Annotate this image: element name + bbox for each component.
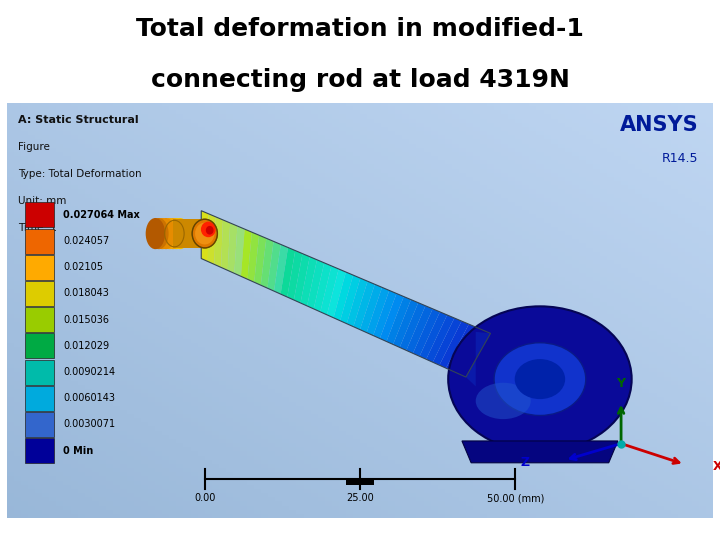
Ellipse shape bbox=[171, 218, 190, 249]
Text: Unit: mm: Unit: mm bbox=[18, 196, 66, 206]
Ellipse shape bbox=[160, 218, 179, 249]
Ellipse shape bbox=[149, 218, 168, 249]
Polygon shape bbox=[340, 275, 360, 323]
Polygon shape bbox=[433, 318, 462, 365]
Text: connecting rod at load 4319N: connecting rod at load 4319N bbox=[150, 68, 570, 92]
Polygon shape bbox=[420, 312, 447, 359]
Ellipse shape bbox=[145, 218, 165, 249]
Polygon shape bbox=[241, 229, 252, 279]
Polygon shape bbox=[426, 315, 454, 362]
Text: A: Static Structural: A: Static Structural bbox=[18, 115, 138, 125]
Ellipse shape bbox=[156, 218, 176, 249]
Ellipse shape bbox=[448, 306, 631, 452]
Polygon shape bbox=[173, 219, 204, 248]
Text: Time: 1: Time: 1 bbox=[18, 223, 57, 233]
Polygon shape bbox=[393, 300, 418, 347]
Polygon shape bbox=[462, 441, 618, 463]
Text: Z: Z bbox=[521, 456, 529, 469]
Text: 0.024057: 0.024057 bbox=[63, 236, 109, 246]
Ellipse shape bbox=[515, 359, 565, 399]
Polygon shape bbox=[208, 214, 216, 265]
Bar bbox=[24, 412, 55, 437]
Text: 0.018043: 0.018043 bbox=[63, 288, 109, 299]
Text: ANSYS: ANSYS bbox=[620, 115, 698, 135]
Bar bbox=[24, 202, 55, 227]
Ellipse shape bbox=[167, 218, 186, 249]
Bar bbox=[24, 228, 55, 254]
Ellipse shape bbox=[153, 218, 172, 249]
Text: 0.0060143: 0.0060143 bbox=[63, 393, 115, 403]
Ellipse shape bbox=[206, 226, 214, 234]
Ellipse shape bbox=[192, 219, 217, 248]
Text: Total deformation in modified-1: Total deformation in modified-1 bbox=[136, 17, 584, 41]
Polygon shape bbox=[354, 281, 375, 329]
Bar bbox=[24, 360, 55, 384]
Polygon shape bbox=[221, 220, 230, 271]
Bar bbox=[346, 480, 374, 485]
Ellipse shape bbox=[476, 383, 531, 419]
Text: 0 Min: 0 Min bbox=[63, 446, 93, 456]
Text: 0.015036: 0.015036 bbox=[63, 315, 109, 325]
Polygon shape bbox=[373, 291, 397, 339]
Text: R14.5: R14.5 bbox=[662, 152, 698, 165]
Ellipse shape bbox=[201, 221, 216, 237]
Text: 0.0030071: 0.0030071 bbox=[63, 420, 115, 429]
Polygon shape bbox=[274, 245, 288, 294]
Text: 0.0090214: 0.0090214 bbox=[63, 367, 115, 377]
Polygon shape bbox=[446, 324, 476, 371]
Text: 0.027064 Max: 0.027064 Max bbox=[63, 210, 140, 220]
Polygon shape bbox=[228, 223, 238, 273]
Polygon shape bbox=[294, 254, 310, 303]
Polygon shape bbox=[406, 306, 433, 353]
Polygon shape bbox=[459, 330, 490, 377]
Polygon shape bbox=[320, 266, 338, 315]
Polygon shape bbox=[439, 321, 469, 368]
Ellipse shape bbox=[163, 218, 183, 249]
Polygon shape bbox=[400, 303, 426, 350]
Text: X: X bbox=[713, 460, 720, 473]
Ellipse shape bbox=[195, 222, 215, 245]
Polygon shape bbox=[314, 263, 331, 312]
Bar bbox=[24, 333, 55, 359]
Polygon shape bbox=[287, 251, 302, 300]
Polygon shape bbox=[380, 294, 404, 341]
Polygon shape bbox=[234, 226, 245, 276]
Polygon shape bbox=[360, 284, 382, 333]
Bar bbox=[24, 438, 55, 463]
Polygon shape bbox=[327, 269, 346, 318]
Text: 50.00 (mm): 50.00 (mm) bbox=[487, 494, 544, 503]
Text: Figure: Figure bbox=[18, 142, 50, 152]
Text: 0.012029: 0.012029 bbox=[63, 341, 109, 351]
Text: 0.02105: 0.02105 bbox=[63, 262, 103, 272]
Polygon shape bbox=[201, 211, 209, 261]
Polygon shape bbox=[413, 309, 440, 356]
Bar bbox=[24, 386, 55, 411]
Text: 25.00: 25.00 bbox=[346, 494, 374, 503]
Bar bbox=[24, 307, 55, 332]
Polygon shape bbox=[254, 235, 266, 285]
Polygon shape bbox=[347, 278, 368, 327]
Polygon shape bbox=[466, 332, 490, 387]
Polygon shape bbox=[248, 232, 259, 282]
Polygon shape bbox=[307, 260, 324, 309]
Polygon shape bbox=[366, 287, 390, 335]
Polygon shape bbox=[267, 241, 281, 291]
Polygon shape bbox=[333, 272, 353, 321]
Polygon shape bbox=[453, 327, 483, 374]
Bar bbox=[24, 281, 55, 306]
Bar bbox=[24, 255, 55, 280]
Polygon shape bbox=[261, 238, 274, 288]
Polygon shape bbox=[300, 256, 317, 306]
Polygon shape bbox=[215, 217, 223, 267]
Text: 0.00: 0.00 bbox=[194, 494, 215, 503]
Text: Type: Total Deformation: Type: Total Deformation bbox=[18, 169, 141, 179]
Polygon shape bbox=[281, 247, 295, 297]
Ellipse shape bbox=[494, 343, 586, 415]
Polygon shape bbox=[387, 296, 411, 345]
Text: Y: Y bbox=[616, 376, 626, 389]
